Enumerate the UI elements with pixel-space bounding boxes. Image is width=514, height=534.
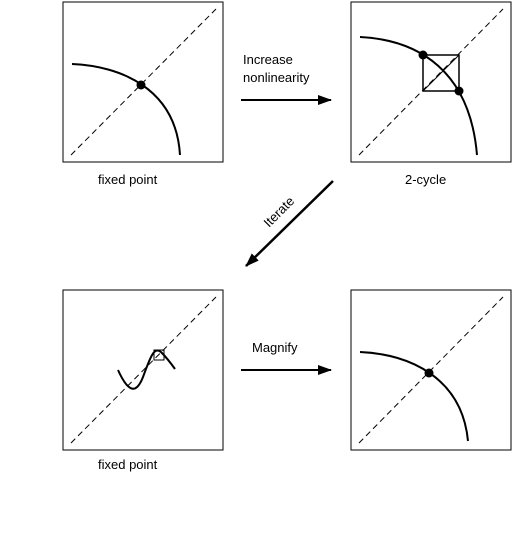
arrow-top-label-line2: nonlinearity — [243, 70, 310, 85]
arrow-iterate-label: Iterate — [261, 193, 298, 230]
arrow-iterate — [245, 180, 334, 267]
cycle-point-dot-upper — [418, 50, 428, 60]
cycle-box-diagonal — [422, 54, 460, 92]
cycle-box — [422, 54, 460, 92]
caption-top-left: fixed point — [98, 172, 158, 187]
arrow-top-label-line1: Increase — [243, 52, 293, 67]
panel-frame — [350, 1, 512, 163]
panel-frame — [350, 289, 512, 451]
panel-frame — [62, 1, 224, 163]
panel-bottom-left — [62, 289, 224, 451]
diagonal-line — [70, 296, 217, 444]
map-curve — [359, 36, 478, 156]
panel-bottom-right — [350, 289, 512, 451]
iterated-map-curve — [117, 349, 176, 390]
magnify-box — [153, 349, 165, 361]
fixed-point-dot — [136, 80, 146, 90]
arrow-magnify-label: Magnify — [252, 340, 298, 355]
panel-top-right — [350, 1, 512, 163]
diagonal-line — [358, 8, 504, 156]
panel-frame — [62, 289, 224, 451]
caption-top-right: 2-cycle — [405, 172, 446, 187]
fixed-point-dot — [424, 368, 434, 378]
map-curve — [71, 63, 181, 156]
caption-bottom-left: fixed point — [98, 457, 158, 472]
panel-top-left — [62, 1, 224, 163]
cycle-point-dot-lower — [454, 86, 464, 96]
map-curve — [359, 351, 469, 442]
